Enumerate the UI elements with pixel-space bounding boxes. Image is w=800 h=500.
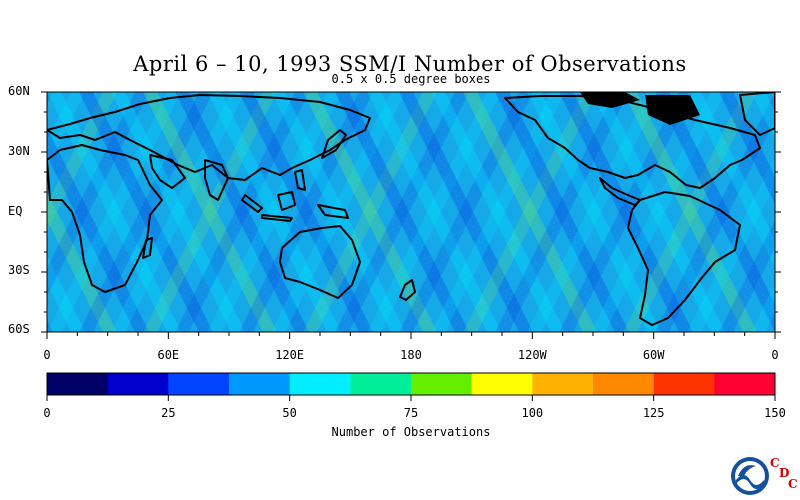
south-america-outline xyxy=(627,191,741,326)
lat-label: EQ xyxy=(8,204,23,218)
eurasia-outline xyxy=(47,94,371,181)
madagascar-outline xyxy=(142,237,153,259)
colorbar-tick-label: 150 xyxy=(764,406,786,420)
colorbar-segment xyxy=(229,373,291,395)
colorbar-segment xyxy=(289,373,351,395)
swath-band xyxy=(783,92,800,332)
colorbar-segment xyxy=(168,373,230,395)
australia-outline xyxy=(279,225,361,299)
sumatra-outline xyxy=(241,194,263,213)
map-title: April 6 – 10, 1993 SSM/I Number of Obser… xyxy=(133,52,687,76)
missing-data-arctic xyxy=(580,92,640,108)
japan-outline xyxy=(321,129,347,159)
colorbar xyxy=(47,373,776,395)
colorbar-segment xyxy=(653,373,715,395)
india-outline xyxy=(204,159,229,201)
lat-label: 60S xyxy=(8,322,30,336)
colorbar-segment xyxy=(350,373,412,395)
colorbar-title: Number of Observations xyxy=(331,425,491,439)
lon-label: 180 xyxy=(400,348,422,362)
colorbar-tick-label: 0 xyxy=(43,406,51,420)
new-zealand-outline xyxy=(399,279,416,301)
lon-label: 0 xyxy=(43,348,51,362)
cdc-letter-1: C xyxy=(770,456,780,470)
lat-label: 30N xyxy=(8,144,30,158)
colorbar-segment xyxy=(107,373,169,395)
lon-label: 120W xyxy=(517,348,547,362)
lon-label: 120E xyxy=(275,348,305,362)
africa-outline xyxy=(47,144,163,293)
new-guinea-outline xyxy=(317,204,349,219)
colorbar-segment xyxy=(47,373,109,395)
colorbar-tick-label: 25 xyxy=(161,406,176,420)
colorbar-tick-label: 75 xyxy=(403,406,419,420)
java-outline xyxy=(261,214,293,222)
borneo-outline xyxy=(277,191,296,211)
noaa-logo xyxy=(731,457,769,495)
lon-label: 60W xyxy=(642,348,665,362)
colorbar-segment xyxy=(714,373,776,395)
colorbar-tick-label: 100 xyxy=(521,406,544,420)
map-subtitle: 0.5 x 0.5 degree boxes xyxy=(331,72,491,86)
lon-label: 0 xyxy=(771,348,779,362)
swath-band xyxy=(783,92,800,332)
colorbar-segment xyxy=(471,373,533,395)
colorbar-tick-label: 50 xyxy=(282,406,297,420)
cdc-letter-2: D xyxy=(779,466,790,480)
colorbar-segment xyxy=(593,373,655,395)
colorbar-segment xyxy=(532,373,594,395)
lat-label: 60N xyxy=(8,84,30,98)
philippines-outline xyxy=(294,169,306,191)
colorbar-tick-label: 125 xyxy=(642,406,665,420)
missing-data-canada xyxy=(645,95,700,125)
observation-field xyxy=(47,92,800,332)
cdc-letter-3: C xyxy=(788,477,798,491)
arabia-outline xyxy=(149,154,186,189)
lat-label: 30S xyxy=(8,263,30,277)
colorbar-segment xyxy=(411,373,473,395)
lon-label: 60E xyxy=(157,348,180,362)
